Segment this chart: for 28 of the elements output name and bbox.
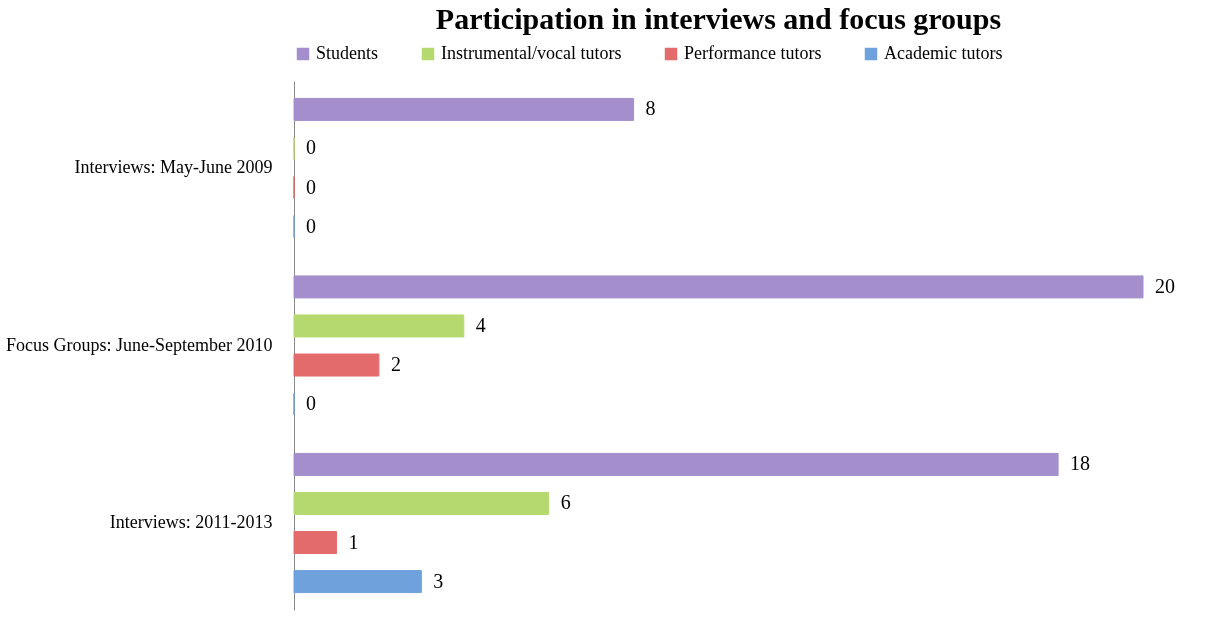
y-tick-label: Interviews: May-June 2009 <box>74 156 273 177</box>
data-label: 18 <box>1070 452 1091 475</box>
bar <box>293 491 550 515</box>
data-label: 4 <box>475 313 486 336</box>
bar <box>293 531 337 555</box>
data-label: 0 <box>306 175 316 198</box>
bar <box>293 570 422 594</box>
data-label: 0 <box>306 214 316 237</box>
data-label: 0 <box>306 136 316 159</box>
data-label: 1 <box>348 530 359 553</box>
bar <box>293 452 1059 476</box>
data-label: 20 <box>1155 274 1175 297</box>
data-label: 6 <box>560 491 571 514</box>
bar <box>293 353 380 377</box>
y-tick-label: Interviews: 2011-2013 <box>109 512 273 533</box>
bar <box>293 275 1144 299</box>
data-label: 3 <box>433 569 444 592</box>
data-label: 8 <box>645 97 656 120</box>
data-label: 2 <box>390 353 401 376</box>
legend-label: Instrumental/vocal tutors <box>441 43 622 63</box>
chart-title: Participation in interviews and focus groups <box>435 2 1002 35</box>
bar <box>293 97 635 121</box>
legend-label: Academic tutors <box>884 43 1003 63</box>
bar <box>293 314 465 338</box>
legend-label: Performance tutors <box>684 43 822 63</box>
data-label: 0 <box>306 392 316 415</box>
legend-label: Students <box>316 43 379 63</box>
y-tick-label: Focus Groups: June-September 2010 <box>6 334 273 355</box>
